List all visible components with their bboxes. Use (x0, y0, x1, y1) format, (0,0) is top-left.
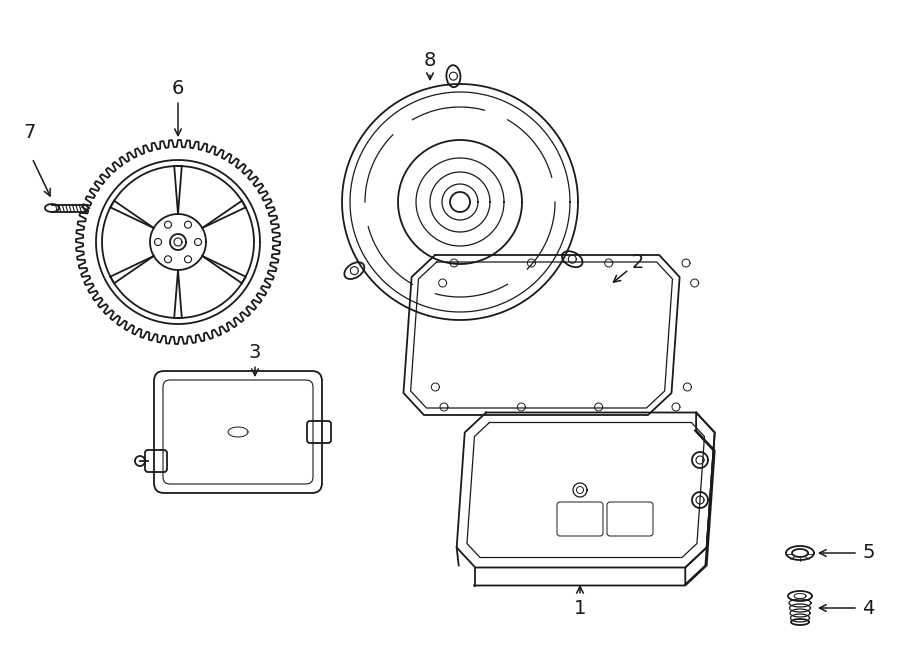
Text: 8: 8 (424, 50, 436, 79)
Text: 1: 1 (574, 586, 586, 617)
Text: 6: 6 (172, 79, 184, 136)
Text: 5: 5 (862, 543, 875, 563)
Text: 2: 2 (614, 253, 644, 282)
Text: 7: 7 (23, 124, 36, 143)
Text: 3: 3 (248, 342, 261, 375)
Text: 4: 4 (862, 598, 875, 617)
